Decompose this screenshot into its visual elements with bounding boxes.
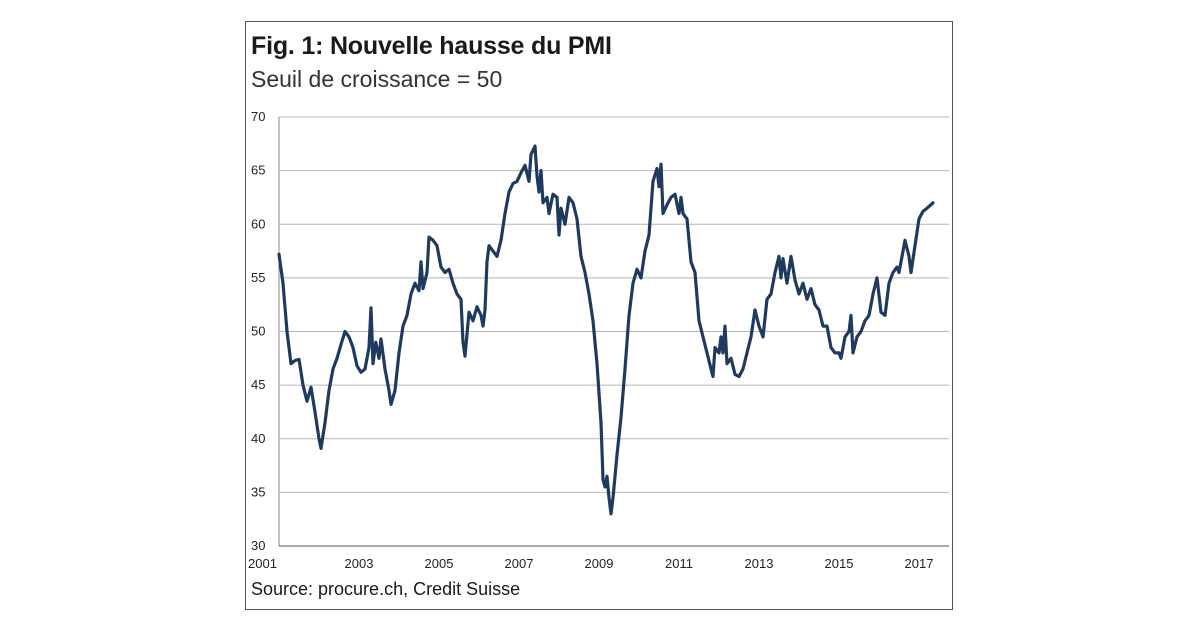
x-tick-label: 2009 xyxy=(585,556,614,571)
x-tick-label: 2013 xyxy=(745,556,774,571)
x-tick-label: 2005 xyxy=(425,556,454,571)
chart-frame: Fig. 1: Nouvelle hausse du PMI Seuil de … xyxy=(245,21,953,610)
y-tick-label: 65 xyxy=(251,163,265,178)
y-tick-label: 30 xyxy=(251,538,265,553)
y-tick-labels: 30 35 40 45 50 55 60 65 70 xyxy=(251,109,265,553)
y-tick-label: 40 xyxy=(251,431,265,446)
y-tick-label: 55 xyxy=(251,270,265,285)
y-tick-label: 70 xyxy=(251,109,265,124)
y-tick-label: 45 xyxy=(251,377,265,392)
x-tick-label: 2011 xyxy=(665,556,693,571)
x-tick-label: 2015 xyxy=(825,556,854,571)
chart-subtitle: Seuil de croissance = 50 xyxy=(251,66,503,92)
series-line-pmi xyxy=(277,144,935,516)
chart-title: Fig. 1: Nouvelle hausse du PMI xyxy=(251,32,612,60)
y-tick-label: 60 xyxy=(251,216,265,231)
x-tick-label: 2017 xyxy=(905,556,934,571)
y-tick-label: 50 xyxy=(251,324,265,339)
x-tick-label: 2007 xyxy=(505,556,534,571)
x-tick-labels: 2001 2003 2005 2007 2009 2011 2013 2015 2017 xyxy=(248,556,933,571)
chart-source: Source: procure.ch, Credit Suisse xyxy=(251,579,521,599)
x-tick-label: 2003 xyxy=(345,556,374,571)
x-tick-label: 2001 xyxy=(248,556,277,571)
series-group xyxy=(277,144,935,516)
y-tick-label: 35 xyxy=(251,484,265,499)
